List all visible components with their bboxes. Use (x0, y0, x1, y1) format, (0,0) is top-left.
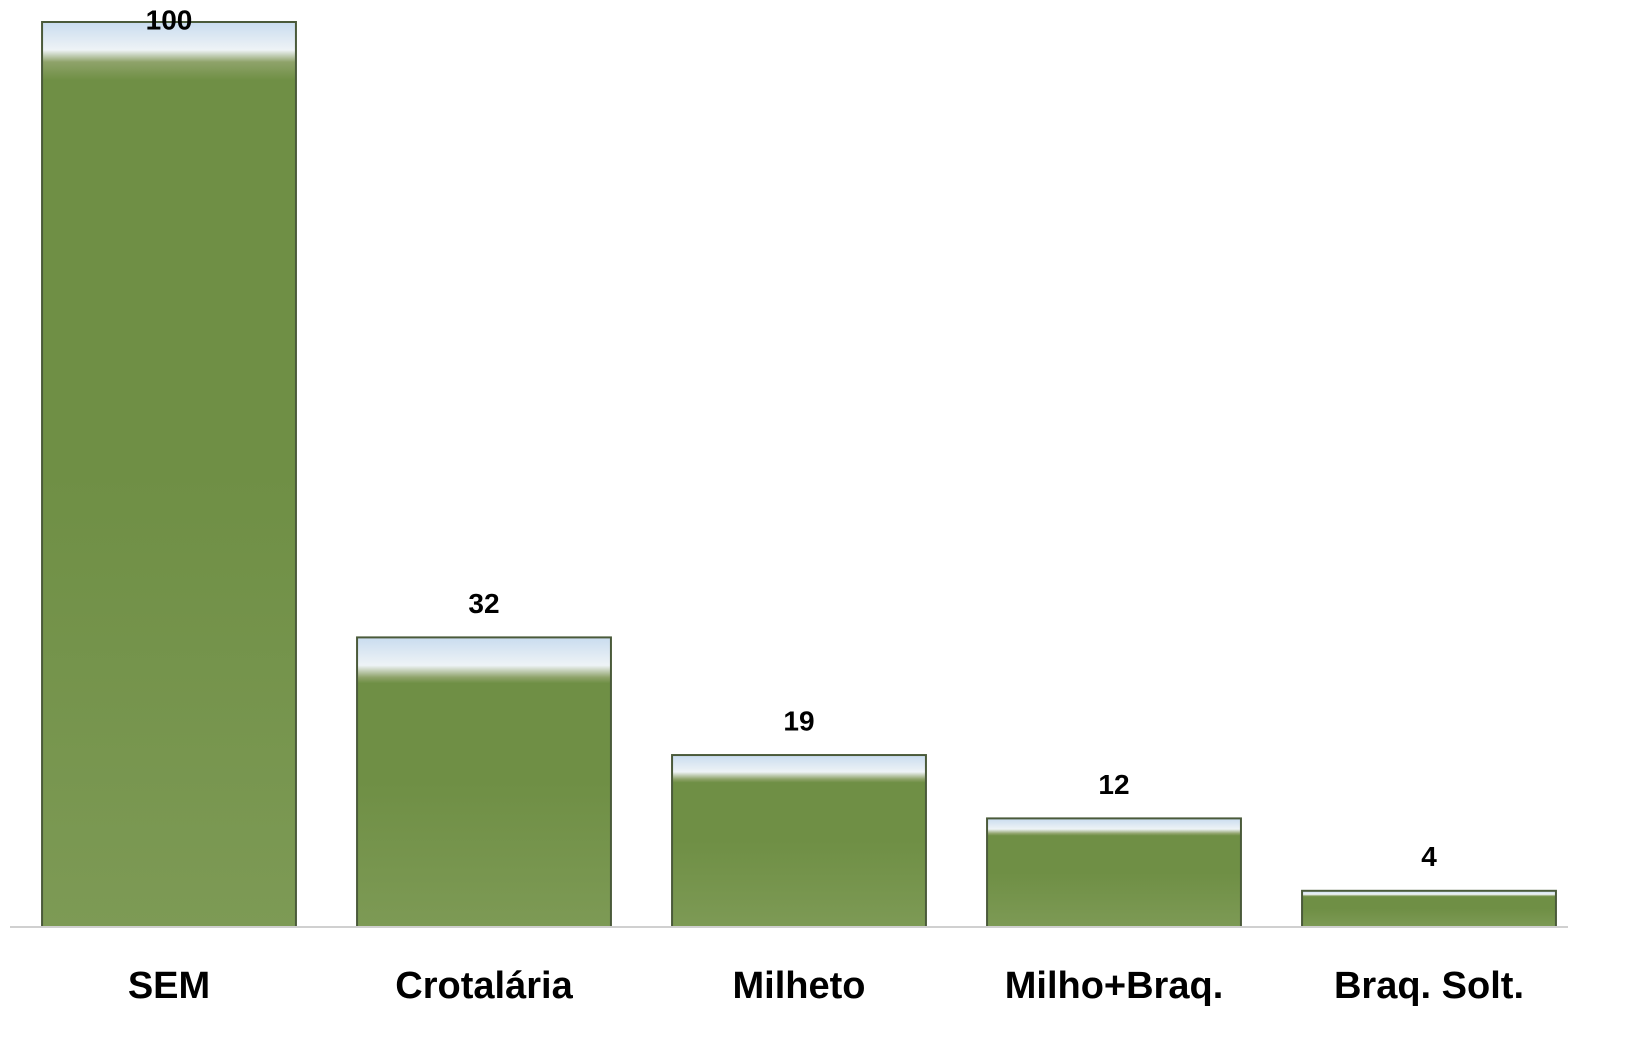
bar (356, 636, 612, 929)
bar (986, 817, 1242, 929)
value-label: 4 (1421, 841, 1437, 872)
bar (41, 21, 297, 928)
value-label: 100 (146, 4, 193, 35)
value-label: 12 (1098, 769, 1129, 800)
x-tick-label: Crotalária (395, 965, 573, 1007)
value-label: 19 (783, 705, 814, 736)
x-tick-label: Milho+Braq. (1005, 965, 1224, 1007)
bar (1301, 889, 1557, 928)
x-tick-label: Braq. Solt. (1334, 965, 1524, 1007)
x-tick-label: Milheto (733, 965, 866, 1007)
value-label: 32 (468, 588, 499, 619)
x-tick-label: SEM (128, 965, 210, 1007)
bar (671, 754, 927, 928)
